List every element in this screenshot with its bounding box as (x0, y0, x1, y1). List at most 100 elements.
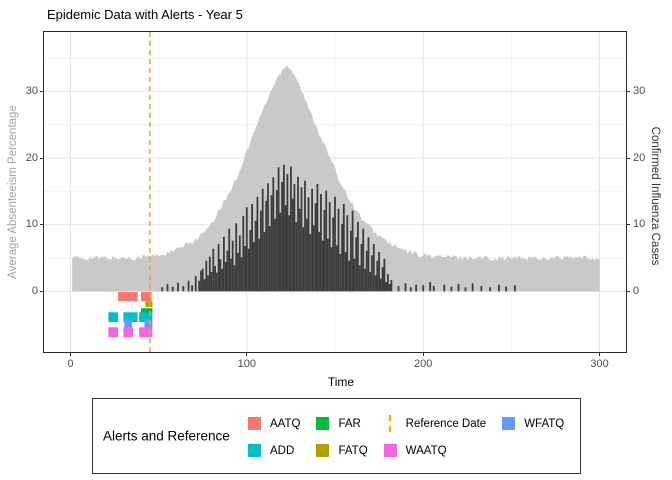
influenza-bar (275, 190, 278, 292)
influenza-bar (422, 285, 425, 292)
plot-canvas (44, 32, 626, 352)
y-right-tick-label: 10 (633, 218, 646, 231)
influenza-bar (223, 236, 225, 292)
influenza-bar (328, 202, 331, 292)
legend-entry-fatq: FATQ (316, 444, 368, 457)
influenza-bar (464, 287, 467, 292)
alert-marker-WFATQ (124, 319, 133, 330)
influenza-bar (330, 247, 333, 292)
influenza-bar (443, 284, 446, 292)
influenza-bar (268, 226, 271, 292)
legend-key-dashed-line-icon (389, 415, 392, 432)
influenza-bar (429, 282, 432, 292)
influenza-bar (230, 258, 232, 292)
influenza-bar (219, 259, 222, 292)
influenza-bar (210, 272, 213, 292)
influenza-bar (295, 222, 298, 292)
y-left-tick-label: 0 (31, 284, 38, 297)
influenza-bar (362, 228, 365, 292)
legend-entry-add: ADD (248, 444, 300, 457)
influenza-bar (341, 224, 343, 292)
absenteeism-area (72, 66, 600, 292)
legend-key-wfatq (502, 417, 516, 430)
influenza-bar (323, 210, 326, 292)
legend-key-add (248, 444, 261, 457)
influenza-bar (358, 265, 361, 292)
influenza-bar (450, 286, 453, 292)
influenza-bar (344, 252, 347, 292)
influenza-bar (281, 182, 283, 292)
influenza-bar (205, 260, 208, 292)
influenza-bar (267, 183, 269, 292)
alert-marker-FAR (141, 308, 153, 315)
influenza-bar (385, 282, 387, 292)
influenza-bar (355, 237, 358, 292)
x-tick-label: 0 (67, 358, 74, 370)
x-tick-label: 100 (237, 358, 256, 370)
influenza-bar (314, 203, 317, 292)
influenza-bar (265, 200, 268, 292)
influenza-bar (293, 184, 296, 292)
influenza-bar (242, 216, 245, 292)
influenza-bar (327, 238, 329, 292)
y-right-tick-label: 20 (633, 151, 646, 164)
influenza-bar (480, 286, 483, 292)
influenza-bar (228, 228, 231, 292)
legend-key-fatq (316, 444, 330, 457)
influenza-bar (498, 284, 500, 292)
influenza-bar (288, 215, 290, 292)
influenza-bar (337, 208, 340, 292)
y-right-axis-title: Confirmed Influenza Cases (649, 126, 661, 266)
influenza-bar (367, 237, 370, 292)
influenza-bar (309, 234, 312, 292)
influenza-bar (489, 287, 492, 292)
influenza-bar (224, 262, 227, 292)
influenza-bar (214, 266, 216, 292)
influenza-bar (312, 225, 315, 292)
influenza-bar (253, 242, 255, 292)
alert-marker-WAATQ (139, 327, 153, 338)
influenza-bar (342, 204, 345, 292)
legend-box: Alerts and Reference AATQ ADD FAR FATQ Refer… (92, 398, 581, 474)
legend-label: ADD (270, 444, 295, 457)
legend-label: Reference Date (405, 417, 487, 430)
influenza-bar (365, 250, 368, 292)
x-tick-mark (246, 353, 248, 356)
influenza-bar (311, 188, 313, 292)
y-right-tick-mark (627, 157, 630, 159)
influenza-bar (307, 197, 310, 292)
alert-marker-ADD (139, 312, 153, 322)
influenza-bar (212, 248, 215, 292)
y-right-tick-mark (627, 90, 630, 92)
legend-label: WAATQ (405, 444, 447, 457)
influenza-bar (231, 240, 234, 292)
legend-entry-waatq: WAATQ (383, 444, 487, 457)
y-left-tick-mark (40, 290, 43, 292)
influenza-bar (383, 258, 386, 292)
influenza-bar (320, 194, 322, 292)
y-right-tick-mark (627, 290, 630, 292)
influenza-bar (244, 246, 246, 292)
influenza-bar (261, 188, 264, 292)
alert-marker-WAATQ (108, 327, 119, 338)
influenza-bar (237, 252, 239, 292)
influenza-bar (279, 212, 282, 292)
legend-label: AATQ (270, 417, 301, 430)
influenza-bar (270, 195, 273, 292)
influenza-bar (247, 248, 250, 292)
influenza-bar (286, 174, 289, 292)
legend-key-far (316, 417, 330, 430)
alert-marker-AATQ (118, 292, 138, 302)
influenza-bar (226, 250, 229, 292)
influenza-bar (233, 265, 236, 292)
y-right-tick-mark (627, 224, 630, 226)
influenza-bar (348, 260, 350, 292)
influenza-bar (260, 210, 262, 292)
influenza-bar (505, 286, 507, 292)
plot-panel (43, 31, 627, 353)
x-tick-mark (69, 353, 71, 356)
influenza-bar (298, 208, 301, 292)
influenza-bar (272, 177, 275, 292)
influenza-bar (346, 215, 349, 292)
influenza-bar (182, 286, 185, 292)
